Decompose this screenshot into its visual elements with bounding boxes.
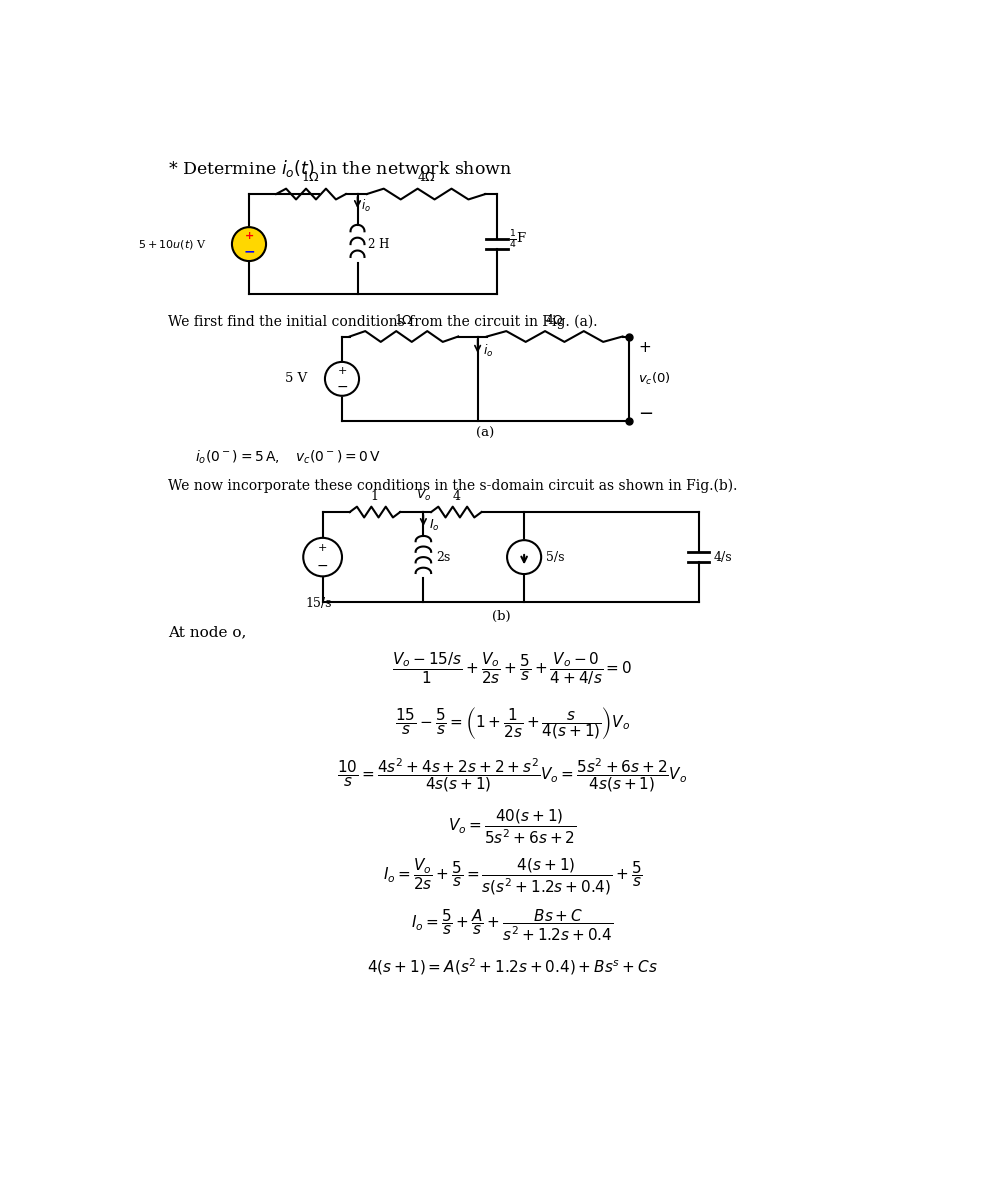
Text: $I_o = \dfrac{V_o}{2s} + \dfrac{5}{s} = \dfrac{4(s+1)}{s(s^2 + 1.2s + 0.4)} + \d: $I_o = \dfrac{V_o}{2s} + \dfrac{5}{s} = … <box>383 857 642 896</box>
Text: $\dfrac{15}{s} - \dfrac{5}{s} = \left(1 + \dfrac{1}{2s} + \dfrac{s}{4(s+1)}\righ: $\dfrac{15}{s} - \dfrac{5}{s} = \left(1 … <box>395 704 630 740</box>
Text: 1$\Omega$: 1$\Omega$ <box>301 170 321 184</box>
Text: 4$\Omega$: 4$\Omega$ <box>545 313 564 328</box>
Text: $\dfrac{10}{s} = \dfrac{4s^2 + 4s + 2s + 2 + s^2}{4s(s+1)}V_o = \dfrac{5s^2 + 6s: $\dfrac{10}{s} = \dfrac{4s^2 + 4s + 2s +… <box>337 756 688 793</box>
Text: +: + <box>244 232 254 241</box>
Text: $i_o$: $i_o$ <box>483 343 493 359</box>
Circle shape <box>325 362 359 396</box>
Text: $I_o$: $I_o$ <box>429 518 439 533</box>
Text: −: − <box>336 379 348 394</box>
Text: * Determine $i_o(t)$ in the network shown: * Determine $i_o(t)$ in the network show… <box>168 158 512 179</box>
Text: $\dfrac{V_o - 15/s}{1} + \dfrac{V_o}{2s} + \dfrac{5}{s} + \dfrac{V_o - 0}{4 + 4/: $\dfrac{V_o - 15/s}{1} + \dfrac{V_o}{2s}… <box>392 650 633 688</box>
Text: +: + <box>337 366 347 377</box>
Text: −: − <box>243 245 255 259</box>
Circle shape <box>303 538 342 576</box>
Text: 1: 1 <box>371 490 379 503</box>
Text: $V_o = \dfrac{40(s+1)}{5s^2 + 6s + 2}$: $V_o = \dfrac{40(s+1)}{5s^2 + 6s + 2}$ <box>448 808 577 846</box>
Text: $i_o(0^-) = 5\,\mathrm{A},\quad v_c(0^-) = 0\,\mathrm{V}$: $i_o(0^-) = 5\,\mathrm{A},\quad v_c(0^-)… <box>195 448 381 466</box>
Text: $\frac{1}{4}$F: $\frac{1}{4}$F <box>509 229 527 251</box>
Text: We now incorporate these conditions in the s-domain circuit as shown in Fig.(b).: We now incorporate these conditions in t… <box>168 479 737 493</box>
Circle shape <box>232 227 266 262</box>
Text: 4/s: 4/s <box>714 551 733 564</box>
Text: 15/s: 15/s <box>306 598 332 610</box>
Circle shape <box>507 540 541 574</box>
Text: $i_o$: $i_o$ <box>361 198 371 214</box>
Text: 4: 4 <box>452 490 460 503</box>
Text: $I_o = \dfrac{5}{s} + \dfrac{A}{s} + \dfrac{Bs + C}{s^2 + 1.2s + 0.4}$: $I_o = \dfrac{5}{s} + \dfrac{A}{s} + \df… <box>411 908 614 943</box>
Text: −: − <box>317 559 328 572</box>
Text: $4(s+1) = A(s^2 + 1.2s + 0.4) + Bs^s + Cs$: $4(s+1) = A(s^2 + 1.2s + 0.4) + Bs^s + C… <box>367 956 658 977</box>
Text: 5/s: 5/s <box>546 551 564 564</box>
Text: +: + <box>318 544 327 553</box>
Text: +: + <box>638 341 651 355</box>
Text: (b): (b) <box>492 610 510 623</box>
Text: 5 V: 5 V <box>285 372 307 385</box>
Text: At node o,: At node o, <box>168 625 246 640</box>
Text: $V_o$: $V_o$ <box>416 487 431 503</box>
Text: 2 H: 2 H <box>368 238 390 251</box>
Text: (a): (a) <box>476 427 494 440</box>
Text: $v_c(0)$: $v_c(0)$ <box>638 371 671 386</box>
Text: 2s: 2s <box>437 551 451 564</box>
Text: 4$\Omega$: 4$\Omega$ <box>417 170 436 184</box>
Text: −: − <box>638 404 653 422</box>
Text: We first find the initial conditions from the circuit in Fig. (a).: We first find the initial conditions fro… <box>168 314 597 329</box>
Text: $5+10u(t)$ V: $5+10u(t)$ V <box>138 238 206 251</box>
Text: 1$\Omega$: 1$\Omega$ <box>394 313 414 328</box>
